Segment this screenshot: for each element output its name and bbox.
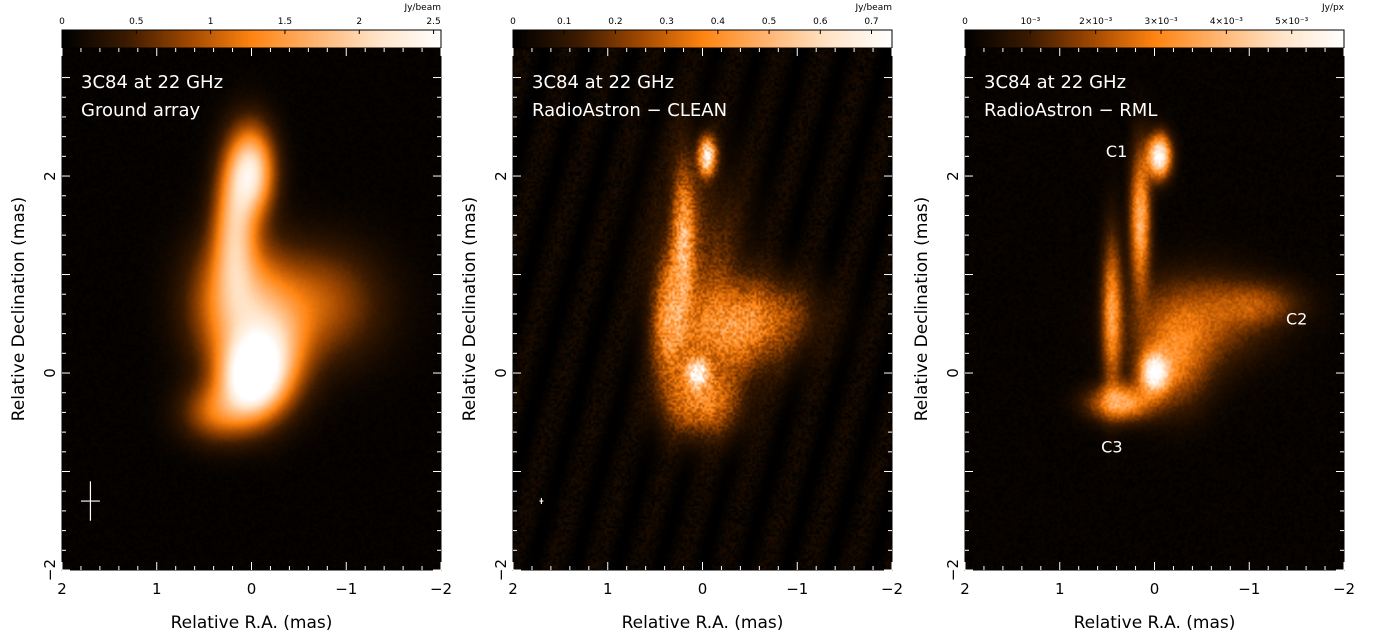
colorbar-tick-label: 0.1	[557, 17, 571, 27]
x-tick-label: 2	[960, 580, 970, 598]
panel-title-line: 3C84 at 22 GHz	[532, 72, 674, 93]
x-tick-label: −1	[335, 580, 357, 598]
y-tick-label: −2	[944, 559, 962, 581]
x-tick-label: −2	[430, 580, 452, 598]
colorbar-tick-label: 5×10⁻³	[1275, 17, 1308, 27]
x-tick-label: −1	[1238, 580, 1260, 598]
panel-title-line: 3C84 at 22 GHz	[984, 72, 1126, 93]
colorbar-unit: Jy/beam	[403, 3, 441, 13]
x-tick-label: −1	[786, 580, 808, 598]
panel-title-line: Ground array	[81, 100, 200, 121]
colorbar-tick-label: 2.5	[426, 17, 440, 27]
colorbar-tick-label: 4×10⁻³	[1210, 17, 1243, 27]
colorbar-tick-label: 1.5	[278, 17, 292, 27]
x-axis-label: Relative R.A. (mas)	[171, 613, 333, 633]
y-tick-label: 2	[492, 171, 510, 181]
panel-title-line: RadioAstron − CLEAN	[532, 100, 727, 121]
colorbar-3	[965, 30, 1344, 48]
y-axis-label: Relative Declination (mas)	[9, 197, 29, 422]
x-tick-label: 0	[1150, 580, 1160, 598]
source-image-2	[513, 48, 892, 570]
colorbar-tick-label: 0.5	[762, 17, 776, 27]
component-label: C3	[1101, 437, 1122, 456]
x-tick-label: 1	[1055, 580, 1065, 598]
x-tick-label: 1	[152, 580, 162, 598]
colorbar-tick-label: 0.7	[864, 17, 878, 27]
colorbar-tick-label: 2	[356, 17, 362, 27]
x-tick-label: 2	[57, 580, 67, 598]
colorbar-tick-label: 0.2	[608, 17, 622, 27]
x-tick-label: −2	[881, 580, 903, 598]
colorbar-1	[62, 30, 441, 48]
component-label: C1	[1106, 142, 1127, 161]
y-tick-label: −2	[492, 559, 510, 581]
colorbar-unit: Jy/beam	[854, 3, 892, 13]
colorbar-tick-label: 0.4	[711, 17, 726, 27]
colorbar-unit: Jy/px	[1321, 3, 1345, 13]
y-tick-label: 0	[492, 368, 510, 378]
y-tick-label: −2	[41, 559, 59, 581]
colorbar-2	[513, 30, 892, 48]
y-tick-label: 2	[41, 171, 59, 181]
x-tick-label: −2	[1333, 580, 1355, 598]
x-axis-label: Relative R.A. (mas)	[1074, 613, 1236, 633]
colorbar-tick-label: 0	[510, 17, 516, 27]
x-tick-label: 0	[247, 580, 257, 598]
x-axis-label: Relative R.A. (mas)	[622, 613, 784, 633]
panel-title-line: 3C84 at 22 GHz	[81, 72, 223, 93]
colorbar-tick-label: 3×10⁻³	[1144, 17, 1177, 27]
colorbar-tick-label: 0	[962, 17, 968, 27]
component-label: C2	[1286, 309, 1307, 328]
x-tick-label: 2	[508, 580, 518, 598]
x-tick-label: 1	[603, 580, 613, 598]
colorbar-tick-label: 0.5	[129, 17, 143, 27]
y-axis-label: Relative Declination (mas)	[460, 197, 480, 422]
y-tick-label: 0	[41, 368, 59, 378]
y-tick-label: 2	[944, 171, 962, 181]
colorbar-tick-label: 1	[208, 17, 214, 27]
source-image-1	[62, 48, 441, 570]
y-tick-label: 0	[944, 368, 962, 378]
colorbar-tick-label: 10⁻³	[1020, 17, 1040, 27]
colorbar-tick-label: 0	[59, 17, 65, 27]
y-axis-label: Relative Declination (mas)	[912, 197, 932, 422]
colorbar-tick-label: 2×10⁻³	[1079, 17, 1112, 27]
panel-title-line: RadioAstron − RML	[984, 100, 1157, 121]
colorbar-tick-label: 0.6	[813, 17, 828, 27]
colorbar-tick-label: 0.3	[659, 17, 673, 27]
x-tick-label: 0	[698, 580, 708, 598]
source-image-3	[965, 48, 1344, 570]
